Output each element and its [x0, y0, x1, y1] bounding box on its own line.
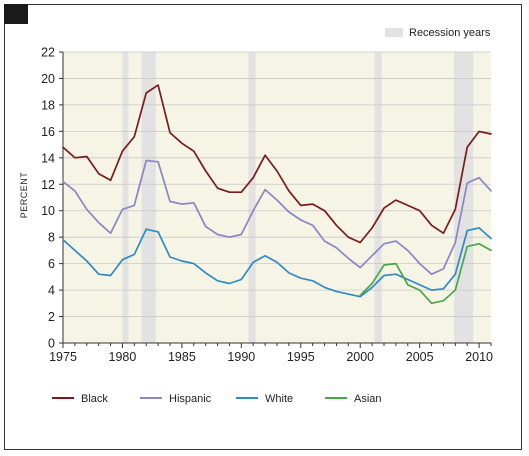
recession-band-3: [248, 52, 256, 343]
y-tick-label-8: 8: [48, 231, 55, 245]
corner-tab: [4, 4, 28, 24]
recession-band-4: [374, 52, 382, 343]
series-lines: [62, 84, 492, 305]
series-legend: Black Hispanic White Asian: [52, 393, 382, 405]
recession-band-2: [141, 52, 156, 343]
y-tick-label-4: 4: [48, 284, 55, 298]
legend-label-asian: Asian: [354, 393, 382, 405]
x-tick-label-1975: 1975: [49, 350, 77, 364]
x-tick-label-1980: 1980: [109, 350, 137, 364]
plot-area: [63, 52, 491, 343]
y-tick-label-18: 18: [41, 98, 55, 112]
y-tick-label-2: 2: [48, 310, 55, 324]
y-tick-label-10: 10: [41, 204, 55, 218]
x-tick-label-2000: 2000: [346, 350, 374, 364]
recession-band-1: [122, 52, 129, 343]
legend-label-white: White: [265, 393, 293, 405]
legend-label-hispanic: Hispanic: [169, 393, 212, 405]
x-tick-label-2005: 2005: [406, 350, 434, 364]
series-line-asian: [359, 242, 492, 305]
series-line-white: [62, 227, 492, 298]
y-tick-label-6: 6: [48, 257, 55, 271]
x-tick-label-1990: 1990: [227, 350, 255, 364]
y-axis-label: PERCENT: [19, 172, 29, 219]
x-tick-label-1985: 1985: [168, 350, 196, 364]
y-tick-label-12: 12: [41, 178, 55, 192]
x-tick-label-1995: 1995: [287, 350, 315, 364]
series-line-black: [62, 84, 492, 244]
y-tick-label-20: 20: [41, 72, 55, 86]
axes: 0 2 4 6 8 10 12 14 16 18 20 22 1975 1980 1985 1990 1995 2…: [41, 46, 493, 365]
series-line-hispanic: [62, 159, 492, 276]
recession-legend: Recession years: [385, 27, 491, 39]
x-tick-label-2010: 2010: [465, 350, 493, 364]
y-tick-label-14: 14: [41, 151, 55, 165]
y-tick-label-0: 0: [48, 337, 55, 351]
recession-legend-label: Recession years: [409, 27, 491, 39]
recession-legend-swatch: [385, 28, 403, 37]
legend-label-black: Black: [81, 393, 108, 405]
y-tick-label-22: 22: [41, 46, 55, 60]
y-tick-label-16: 16: [41, 125, 55, 139]
